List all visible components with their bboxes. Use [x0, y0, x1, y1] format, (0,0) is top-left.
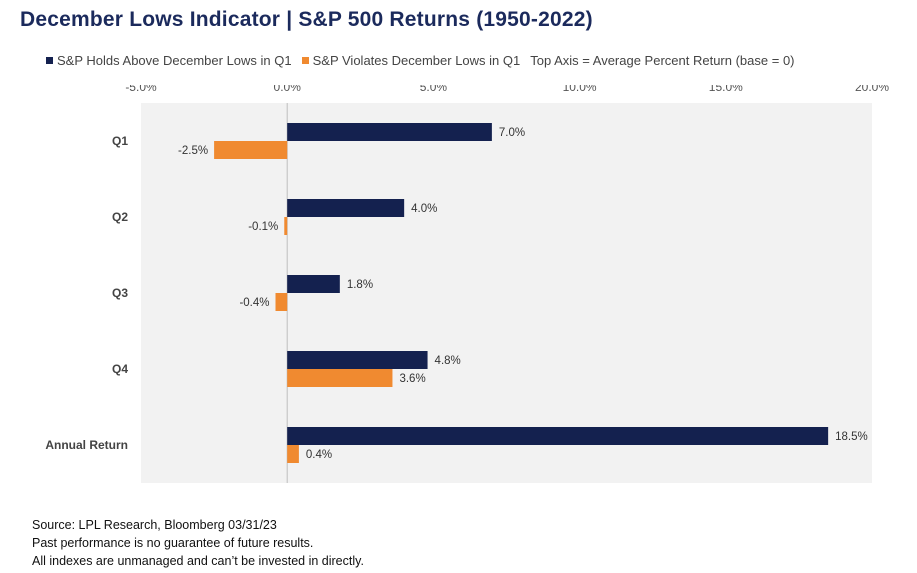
footer: Source: LPL Research, Bloomberg 03/31/23…: [32, 516, 364, 570]
bar: [287, 275, 340, 293]
data-label: -0.1%: [248, 221, 278, 233]
legend-note: Top Axis = Average Percent Return (base …: [530, 53, 794, 68]
bar: [275, 293, 288, 311]
category-label: Q3: [112, 286, 128, 300]
legend-item-violates: S&P Violates December Lows in Q1: [301, 53, 521, 68]
x-tick-label: 10.0%: [563, 85, 597, 94]
data-label: 4.8%: [435, 355, 461, 367]
bar-chart: -5.0% 0.0% 5.0% 10.0% 15.0% 20.0% Q1 7.0% -2.5% Q…: [45, 80, 889, 483]
plot-background: [141, 103, 872, 483]
bar: [214, 141, 288, 159]
bar: [287, 351, 428, 369]
x-tick-label: 5.0%: [420, 85, 448, 94]
data-label: -0.4%: [239, 297, 269, 309]
bar: [287, 123, 492, 141]
x-tick-label: 0.0%: [274, 85, 302, 94]
legend-label-violates: S&P Violates December Lows in Q1: [312, 53, 521, 68]
data-label: 0.4%: [306, 449, 332, 461]
bar: [287, 445, 299, 463]
x-tick-label: 15.0%: [709, 85, 743, 94]
data-label: 3.6%: [399, 373, 425, 385]
bar: [287, 369, 393, 387]
bar: [287, 427, 829, 445]
legend: S&P Holds Above December Lows in Q1 S&P …: [46, 53, 805, 68]
data-label: 4.0%: [411, 203, 437, 215]
bar: [287, 199, 405, 217]
legend-note-text: Top Axis = Average Percent Return (base …: [530, 53, 795, 68]
category-label: Q1: [112, 134, 128, 148]
data-label: 1.8%: [347, 279, 373, 291]
legend-swatch-violates: [301, 57, 309, 64]
disclaimer-performance: Past performance is no guarantee of futu…: [32, 536, 314, 550]
source-note: Source: LPL Research, Bloomberg 03/31/23: [32, 518, 277, 532]
x-tick-label: 20.0%: [855, 85, 889, 94]
category-label: Q2: [112, 210, 128, 224]
chart-area: -5.0% 0.0% 5.0% 10.0% 15.0% 20.0% Q1 7.0% -2.5% Q…: [0, 80, 917, 500]
x-tick-label: -5.0%: [125, 85, 157, 94]
disclaimer-indexes: All indexes are unmanaged and can’t be i…: [32, 554, 364, 568]
category-label: Q4: [112, 362, 128, 376]
bar: [284, 217, 288, 235]
data-label: 7.0%: [499, 127, 525, 139]
data-label: -2.5%: [178, 145, 208, 157]
chart-title: December Lows Indicator | S&P 500 Return…: [20, 8, 593, 31]
legend-label-holds: S&P Holds Above December Lows in Q1: [57, 53, 292, 68]
legend-swatch-holds: [46, 57, 53, 64]
data-label: 18.5%: [835, 431, 868, 443]
category-label: Annual Return: [45, 438, 128, 452]
legend-item-holds: S&P Holds Above December Lows in Q1: [46, 53, 292, 68]
